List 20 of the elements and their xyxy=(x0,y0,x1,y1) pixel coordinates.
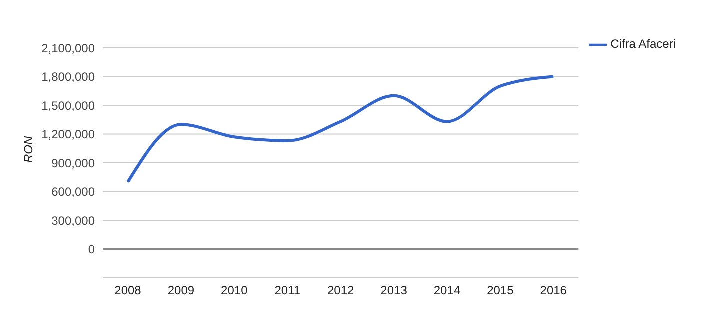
x-tick-label: 2012 xyxy=(327,284,354,298)
y-tick-label: 2,100,000 xyxy=(42,41,96,56)
x-tick-label: 2016 xyxy=(540,284,568,298)
y-tick-label: 1,200,000 xyxy=(42,128,96,142)
y-tick-label: 600,000 xyxy=(52,185,96,200)
x-tick-label: 2014 xyxy=(434,284,461,298)
x-tick-label: 2008 xyxy=(114,284,142,298)
y-tick-label: 300,000 xyxy=(52,214,96,228)
y-tick-label: 0 xyxy=(88,242,96,257)
y-axis-title: RON xyxy=(21,136,36,163)
line-series xyxy=(126,75,556,184)
x-tick-label: 2011 xyxy=(274,284,301,298)
x-tick-label: 2010 xyxy=(221,284,248,298)
legend-label: Cifra Afaceri xyxy=(610,37,676,52)
x-tick-label: 2009 xyxy=(168,284,195,298)
y-tick-label: 900,000 xyxy=(52,156,96,170)
y-tick-label: 1,800,000 xyxy=(42,70,96,84)
y-tick-label: 1,500,000 xyxy=(42,98,96,113)
x-tick-label: 2015 xyxy=(487,284,514,298)
x-tick-label: 2013 xyxy=(380,284,408,298)
